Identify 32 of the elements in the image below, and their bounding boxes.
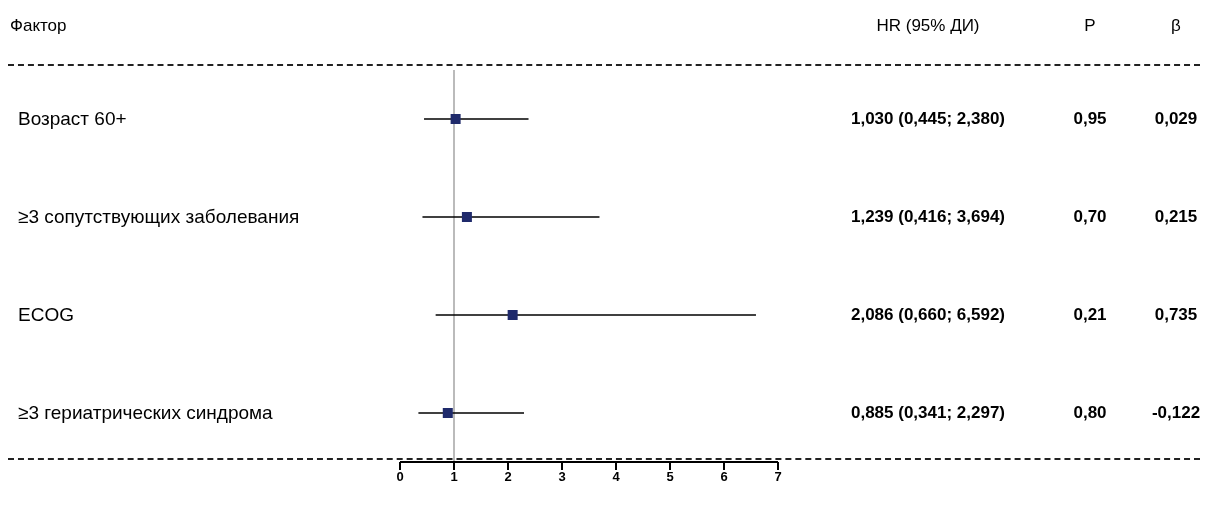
data-label: 2,086 (0,660; 6,592) xyxy=(849,305,1007,325)
text: HR (95% ДИ) xyxy=(875,16,981,36)
x-tick-label: 1 xyxy=(450,469,458,485)
text: 0,21 xyxy=(1072,305,1108,325)
point xyxy=(507,310,518,320)
x-tick-label: 6 xyxy=(720,469,728,485)
x-tick-label: 7 xyxy=(774,469,782,485)
point xyxy=(442,408,453,418)
y-axis-title: Фактор xyxy=(10,16,67,36)
text: 0,95 xyxy=(1072,109,1108,129)
text: 0,029 xyxy=(1153,109,1199,129)
x-tick-label: 2 xyxy=(504,469,512,485)
y-tick-label: ECOG xyxy=(18,304,74,325)
x-tick-label: 0 xyxy=(396,469,404,485)
text: 0,735 xyxy=(1153,305,1199,325)
text: 0,70 xyxy=(1072,207,1108,227)
text: -0,122 xyxy=(1150,403,1202,423)
y-tick-label: ≥3 гериатрических синдрома xyxy=(18,402,274,423)
data-label: 0,885 (0,341; 2,297) xyxy=(849,403,1007,423)
x-tick-label: 4 xyxy=(612,469,621,485)
text: 0,215 xyxy=(1153,207,1199,227)
text: 0,80 xyxy=(1072,403,1108,423)
x-tick-label: 3 xyxy=(558,469,566,485)
y-tick-label: Возраст 60+ xyxy=(18,108,127,129)
data-label: 1,239 (0,416; 3,694) xyxy=(849,207,1007,227)
text: P xyxy=(1083,16,1097,36)
text: β xyxy=(1170,16,1182,36)
y-tick-label: ≥3 сопутствующих заболевания xyxy=(18,206,300,227)
point xyxy=(461,212,472,222)
point xyxy=(450,114,461,124)
data-label: 1,030 (0,445; 2,380) xyxy=(849,109,1007,129)
x-tick-label: 5 xyxy=(666,469,674,485)
